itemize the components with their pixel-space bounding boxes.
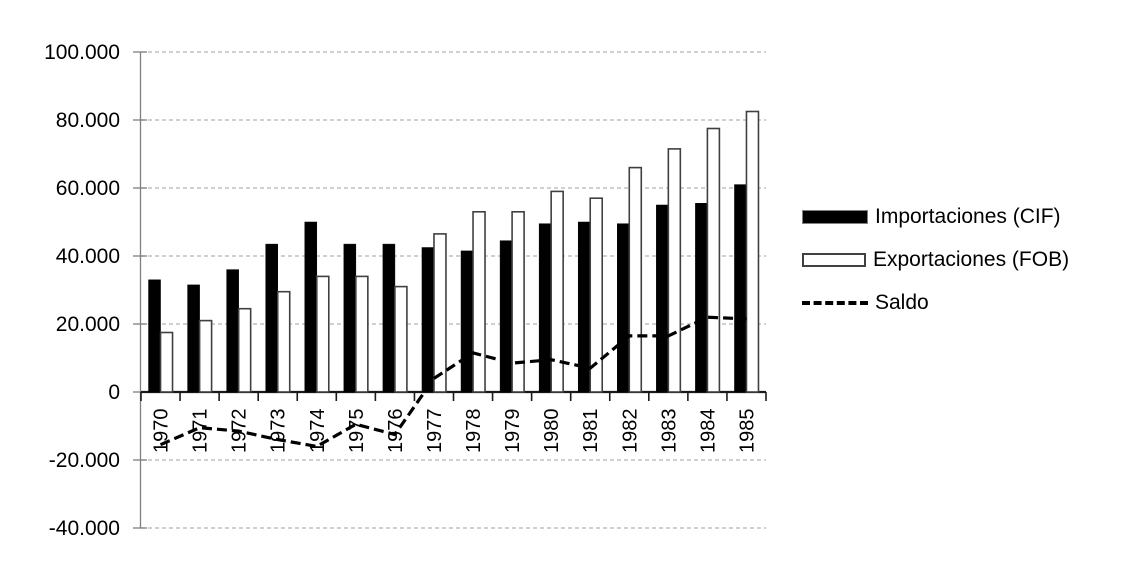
bar-importaciones-1983 bbox=[656, 204, 669, 393]
y-tick-label-0: 0 bbox=[108, 381, 120, 404]
x-category-label-1971: 1971 bbox=[190, 409, 212, 454]
saldo-swatch-icon bbox=[802, 301, 868, 305]
exportaciones-swatch-icon bbox=[802, 253, 866, 267]
y-axis-labels: 100.000 80.000 60.000 40.000 20.000 0 -20.000 -… bbox=[44, 41, 120, 540]
bar-exportaciones-1983 bbox=[667, 148, 682, 393]
bar-exportaciones-1973 bbox=[276, 290, 291, 393]
bar-importaciones-1973 bbox=[265, 243, 278, 393]
bar-exportaciones-1976 bbox=[394, 285, 408, 393]
bar-exportaciones-1978 bbox=[472, 211, 486, 393]
bars-importaciones bbox=[148, 184, 747, 393]
legend-label-importaciones: Importaciones (CIF) bbox=[875, 205, 1061, 228]
bar-exportaciones-1977 bbox=[433, 233, 447, 393]
y-tick-label--20000: -20.000 bbox=[49, 449, 120, 472]
x-category-label-1985: 1985 bbox=[736, 409, 758, 454]
x-category-label-1970: 1970 bbox=[151, 409, 173, 454]
bar-exportaciones-1981 bbox=[589, 197, 604, 393]
importaciones-swatch-icon bbox=[802, 210, 868, 224]
bar-exportaciones-1974 bbox=[315, 275, 330, 393]
x-category-label-1979: 1979 bbox=[502, 409, 524, 454]
bar-exportaciones-1972 bbox=[237, 307, 252, 393]
bar-exportaciones-1979 bbox=[511, 211, 525, 393]
x-category-label-1982: 1982 bbox=[619, 409, 641, 454]
bar-importaciones-1972 bbox=[226, 269, 239, 393]
bar-exportaciones-1980 bbox=[550, 190, 564, 393]
bar-importaciones-1980 bbox=[538, 223, 552, 393]
bar-importaciones-1971 bbox=[187, 284, 200, 393]
bar-exportaciones-1984 bbox=[706, 127, 721, 393]
x-category-label-1973: 1973 bbox=[268, 409, 290, 454]
legend-item-saldo: Saldo bbox=[802, 290, 1069, 316]
bar-exportaciones-1975 bbox=[355, 275, 369, 393]
x-category-label-1984: 1984 bbox=[697, 409, 719, 454]
legend-item-importaciones: Importaciones (CIF) bbox=[802, 204, 1069, 230]
x-category-label-1978: 1978 bbox=[463, 409, 485, 454]
bar-importaciones-1977 bbox=[421, 247, 435, 393]
x-category-label-1983: 1983 bbox=[658, 409, 680, 454]
saldo-line bbox=[159, 315, 747, 449]
bar-importaciones-1984 bbox=[695, 203, 708, 393]
y-axis bbox=[133, 51, 147, 529]
legend-label-exportaciones: Exportaciones (FOB) bbox=[873, 248, 1070, 271]
bar-importaciones-1985 bbox=[734, 184, 747, 393]
y-tick-label-20000: 20.000 bbox=[56, 313, 120, 336]
bar-exportaciones-1985 bbox=[745, 110, 760, 393]
x-category-label-1981: 1981 bbox=[580, 409, 602, 454]
saldo-series bbox=[159, 315, 747, 449]
bar-importaciones-1975 bbox=[343, 243, 357, 393]
legend-item-exportaciones: Exportaciones (FOB) bbox=[802, 247, 1069, 273]
y-tick-label-100000: 100.000 bbox=[44, 41, 120, 64]
y-tick-label--40000: -40.000 bbox=[49, 517, 120, 540]
x-category-label-1975: 1975 bbox=[346, 409, 368, 454]
x-axis bbox=[140, 390, 767, 401]
bar-exportaciones-1970 bbox=[159, 331, 174, 393]
x-category-label-1976: 1976 bbox=[385, 409, 407, 454]
bar-importaciones-1982 bbox=[617, 223, 630, 393]
legend-label-saldo: Saldo bbox=[875, 291, 929, 314]
bar-importaciones-1979 bbox=[499, 240, 513, 393]
bar-importaciones-1970 bbox=[148, 279, 161, 393]
y-tick-label-40000: 40.000 bbox=[56, 245, 120, 268]
bars-exportaciones bbox=[159, 110, 760, 393]
x-category-label-1980: 1980 bbox=[541, 409, 563, 454]
bar-importaciones-1974 bbox=[304, 221, 318, 393]
bar-exportaciones-1982 bbox=[628, 166, 643, 393]
x-category-label-1977: 1977 bbox=[424, 409, 446, 454]
y-tick-label-60000: 60.000 bbox=[56, 177, 120, 200]
y-tick-label-80000: 80.000 bbox=[56, 109, 120, 132]
bar-importaciones-1978 bbox=[460, 250, 474, 393]
bar-exportaciones-1971 bbox=[198, 319, 213, 393]
bar-importaciones-1976 bbox=[382, 243, 396, 393]
legend: Importaciones (CIF) Exportaciones (FOB) … bbox=[802, 204, 1069, 333]
